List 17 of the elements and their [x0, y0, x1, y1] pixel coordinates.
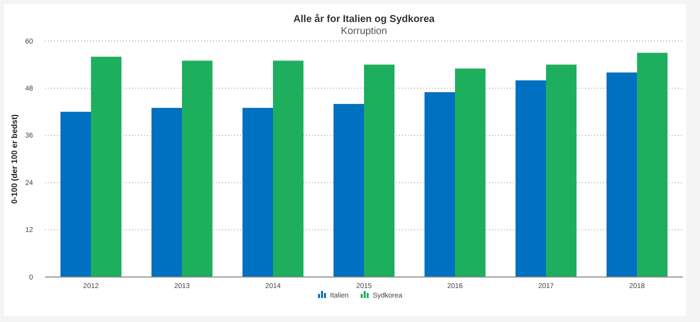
- bar: [90, 56, 122, 277]
- bar: [334, 104, 364, 277]
- bar: [455, 68, 486, 277]
- bar: [516, 80, 546, 277]
- bar: [364, 64, 394, 277]
- y-axis-title: 0-100 (der 100 er bedst): [10, 114, 19, 204]
- bar: [60, 112, 91, 277]
- chart-subtitle: Korruption: [340, 26, 388, 37]
- bar: [606, 72, 638, 277]
- bar: [151, 108, 182, 277]
- bar: [272, 60, 304, 277]
- bar: [546, 64, 577, 277]
- bar: [182, 60, 212, 277]
- bar: [637, 52, 668, 277]
- bar: [424, 92, 456, 277]
- bar: [242, 108, 273, 277]
- chart-title: Alle år for Italien og Sydkorea: [293, 13, 436, 25]
